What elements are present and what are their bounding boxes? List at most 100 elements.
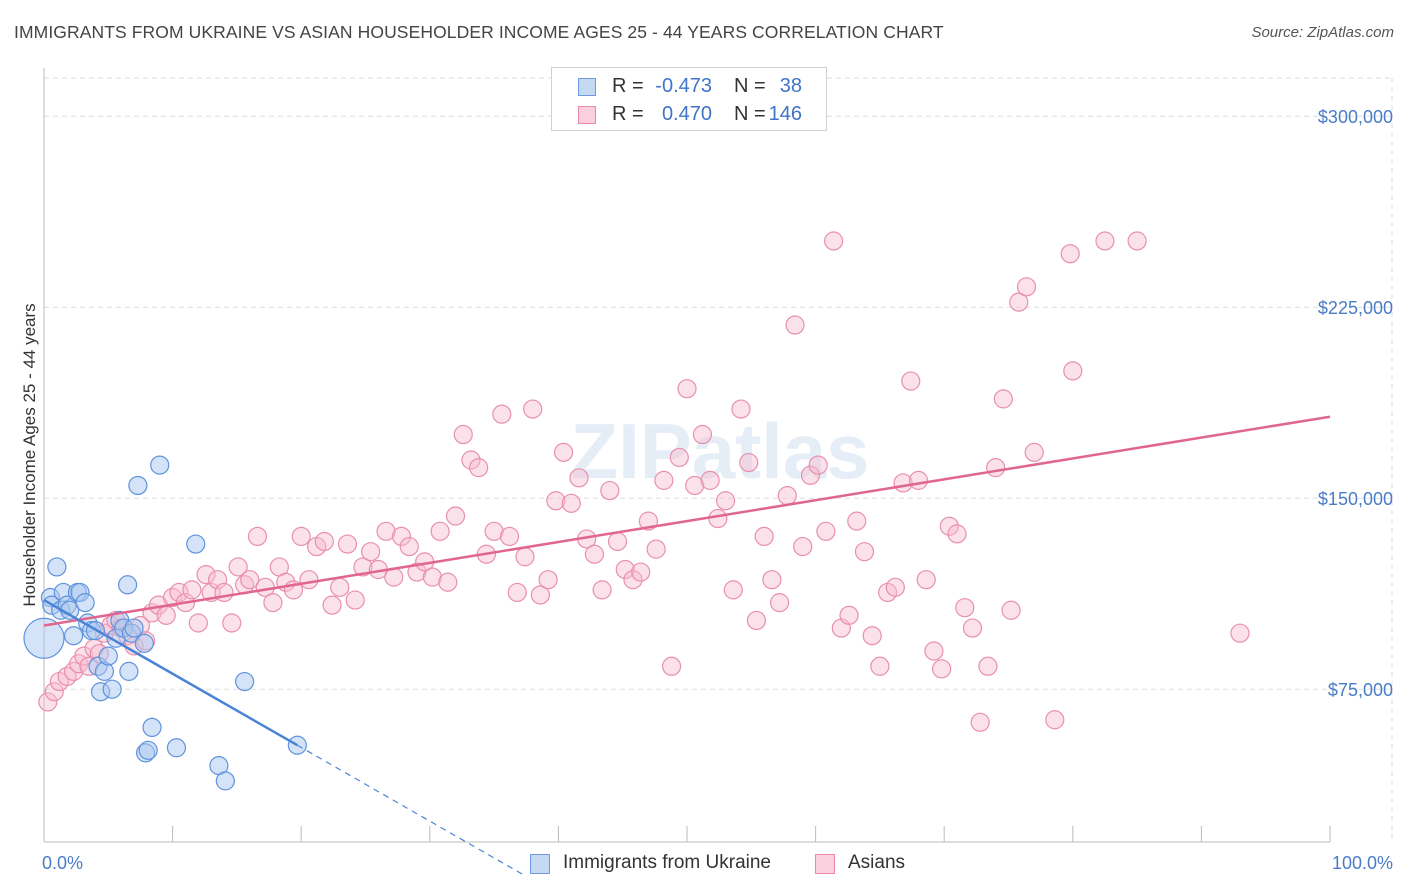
asians-point [74, 646, 94, 666]
ukraine-point [142, 717, 162, 738]
asians-point [723, 580, 743, 600]
axes [43, 68, 1331, 843]
asians-point [499, 526, 520, 547]
asians-point [299, 570, 319, 590]
asians-point [163, 587, 183, 608]
asians-point [600, 480, 620, 501]
y-tick-label: $150,000 [1318, 489, 1393, 509]
ukraine-point [117, 575, 138, 595]
asians-point [523, 399, 543, 419]
asians-point [800, 465, 821, 485]
asians-point [240, 570, 260, 590]
tick-labels: $75,000 $150,000 $225,000 $300,000 0.0% 100.0… [42, 107, 1393, 873]
asians-point [947, 524, 967, 544]
asians-point [584, 544, 605, 564]
asians-point [44, 682, 64, 702]
ukraine-trend-extension [297, 744, 527, 877]
asians-point [247, 526, 268, 547]
asians-point [1016, 277, 1037, 297]
ukraine-point [235, 671, 255, 692]
y-axis-label: Householder Income Ages 25 - 44 years [20, 303, 39, 606]
x-tick-label: 100.0% [1332, 853, 1393, 873]
asians-point [916, 570, 936, 590]
asians-point [322, 595, 342, 615]
trend-lines [43, 415, 1331, 877]
asians-point [57, 666, 77, 687]
asians-point [901, 371, 921, 391]
asians-point [854, 542, 875, 562]
legend-r-value: 0.470 [661, 103, 712, 125]
asians-point [715, 491, 736, 511]
asians-point [1045, 710, 1065, 730]
legend-n-value: 146 [768, 103, 802, 125]
asians-point [731, 399, 751, 419]
asians-point [314, 531, 334, 552]
asians-point [569, 468, 589, 488]
asians-point [1001, 600, 1021, 620]
legend-swatch-pink [578, 106, 596, 124]
ukraine-point [134, 633, 154, 653]
ukraine-point [124, 618, 144, 638]
asians-point [870, 656, 890, 676]
y-tick-label: $225,000 [1318, 298, 1393, 318]
asians-point [955, 598, 975, 618]
gridlines [44, 77, 1393, 842]
ukraine-point [47, 557, 67, 577]
asians-point [677, 379, 697, 399]
asians-point [422, 567, 442, 587]
source-label: Source: ZipAtlas.com [1251, 24, 1394, 41]
asians-point [492, 404, 512, 424]
asians-point [263, 593, 283, 613]
ukraine-point [119, 661, 139, 681]
legend-item-ukraine: Immigrants from Ukraine [530, 852, 800, 878]
asians-point [661, 656, 682, 676]
asians-trend-line [43, 415, 1331, 627]
asians-point [793, 536, 813, 557]
asians-point [986, 458, 1006, 478]
asians-point [530, 585, 550, 605]
asians-point [739, 452, 759, 473]
asians-point [669, 447, 689, 468]
asians-point [1063, 361, 1083, 381]
asians-point [754, 526, 774, 547]
asians-point [407, 562, 427, 582]
legend-n-value: 38 [779, 75, 802, 97]
asians-point [924, 641, 944, 661]
asians-point [816, 521, 836, 541]
ukraine-point [128, 475, 148, 496]
legend-swatch-blue [578, 78, 596, 96]
asians-point [769, 593, 790, 613]
asians-point [592, 580, 612, 600]
asians-point [1230, 623, 1250, 643]
asians-point [1095, 231, 1115, 251]
asians-point [978, 656, 998, 676]
asians-point [38, 692, 58, 712]
asians-point [538, 570, 558, 590]
asians-point [785, 315, 805, 335]
asians-point [962, 618, 983, 638]
ukraine-point [166, 738, 187, 758]
asians-point [330, 577, 350, 597]
asians-point [607, 531, 628, 552]
asians-point [337, 534, 358, 554]
ukraine-trend-line [43, 598, 298, 747]
asians-point [156, 605, 176, 625]
legend-r-label: R = [612, 103, 644, 125]
asians-point [445, 506, 466, 526]
asians-point [623, 570, 643, 590]
ukraine-point [102, 679, 122, 699]
asians-point [222, 613, 242, 633]
ukraine-point [63, 626, 84, 646]
ukraine-point [150, 455, 170, 475]
asians-point [561, 493, 581, 513]
asians-point [553, 442, 574, 462]
legend-n-label: N = [734, 103, 766, 125]
asians-legend-label: Asians [848, 852, 906, 873]
asians-point [484, 521, 504, 541]
y-tick-label: $75,000 [1328, 680, 1393, 700]
asians-point [654, 470, 674, 490]
asians-point [1060, 244, 1080, 264]
asians-point [461, 450, 481, 470]
asians-point [700, 470, 720, 490]
